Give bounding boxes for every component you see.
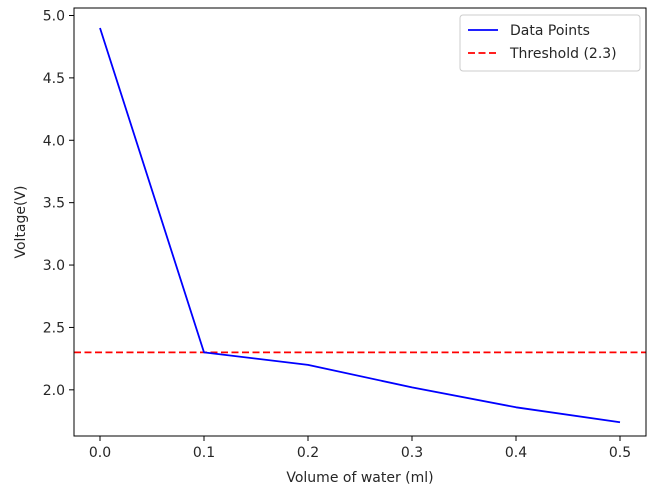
series-layer (74, 27, 646, 424)
x-tick-label: 0.0 (89, 445, 111, 461)
y-tick-label: 5.0 (43, 8, 65, 24)
y-tick-label: 2.5 (43, 320, 65, 336)
x-tick-label: 0.2 (297, 445, 319, 461)
axes-frame (73, 7, 647, 437)
x-tick-label: 0.5 (609, 445, 631, 461)
x-axis-label: Volume of water (ml) (286, 470, 433, 486)
x-tick-label: 0.4 (505, 445, 527, 461)
y-tick-label: 2.0 (43, 383, 65, 399)
x-axis: 0.0 0.1 0.2 0.3 0.4 0.5 (89, 436, 631, 461)
y-axis-label: Voltage(V) (13, 185, 29, 258)
legend-label-threshold: Threshold (2.3) (509, 46, 617, 62)
y-tick-label: 3.5 (43, 196, 65, 212)
x-tick-label: 0.1 (193, 445, 215, 461)
legend-box (459, 14, 641, 72)
series-line-data-points (99, 27, 621, 424)
y-axis: 2.0 2.5 3.0 3.5 4.0 4.5 5.0 (43, 8, 74, 399)
legend: Data Points Threshold (2.3) (459, 14, 641, 72)
y-tick-label: 4.0 (43, 133, 65, 149)
y-tick-label: 4.5 (43, 71, 65, 87)
x-tick-label: 0.3 (401, 445, 423, 461)
y-tick-label: 3.0 (43, 258, 65, 274)
legend-label-data-points: Data Points (510, 23, 590, 39)
